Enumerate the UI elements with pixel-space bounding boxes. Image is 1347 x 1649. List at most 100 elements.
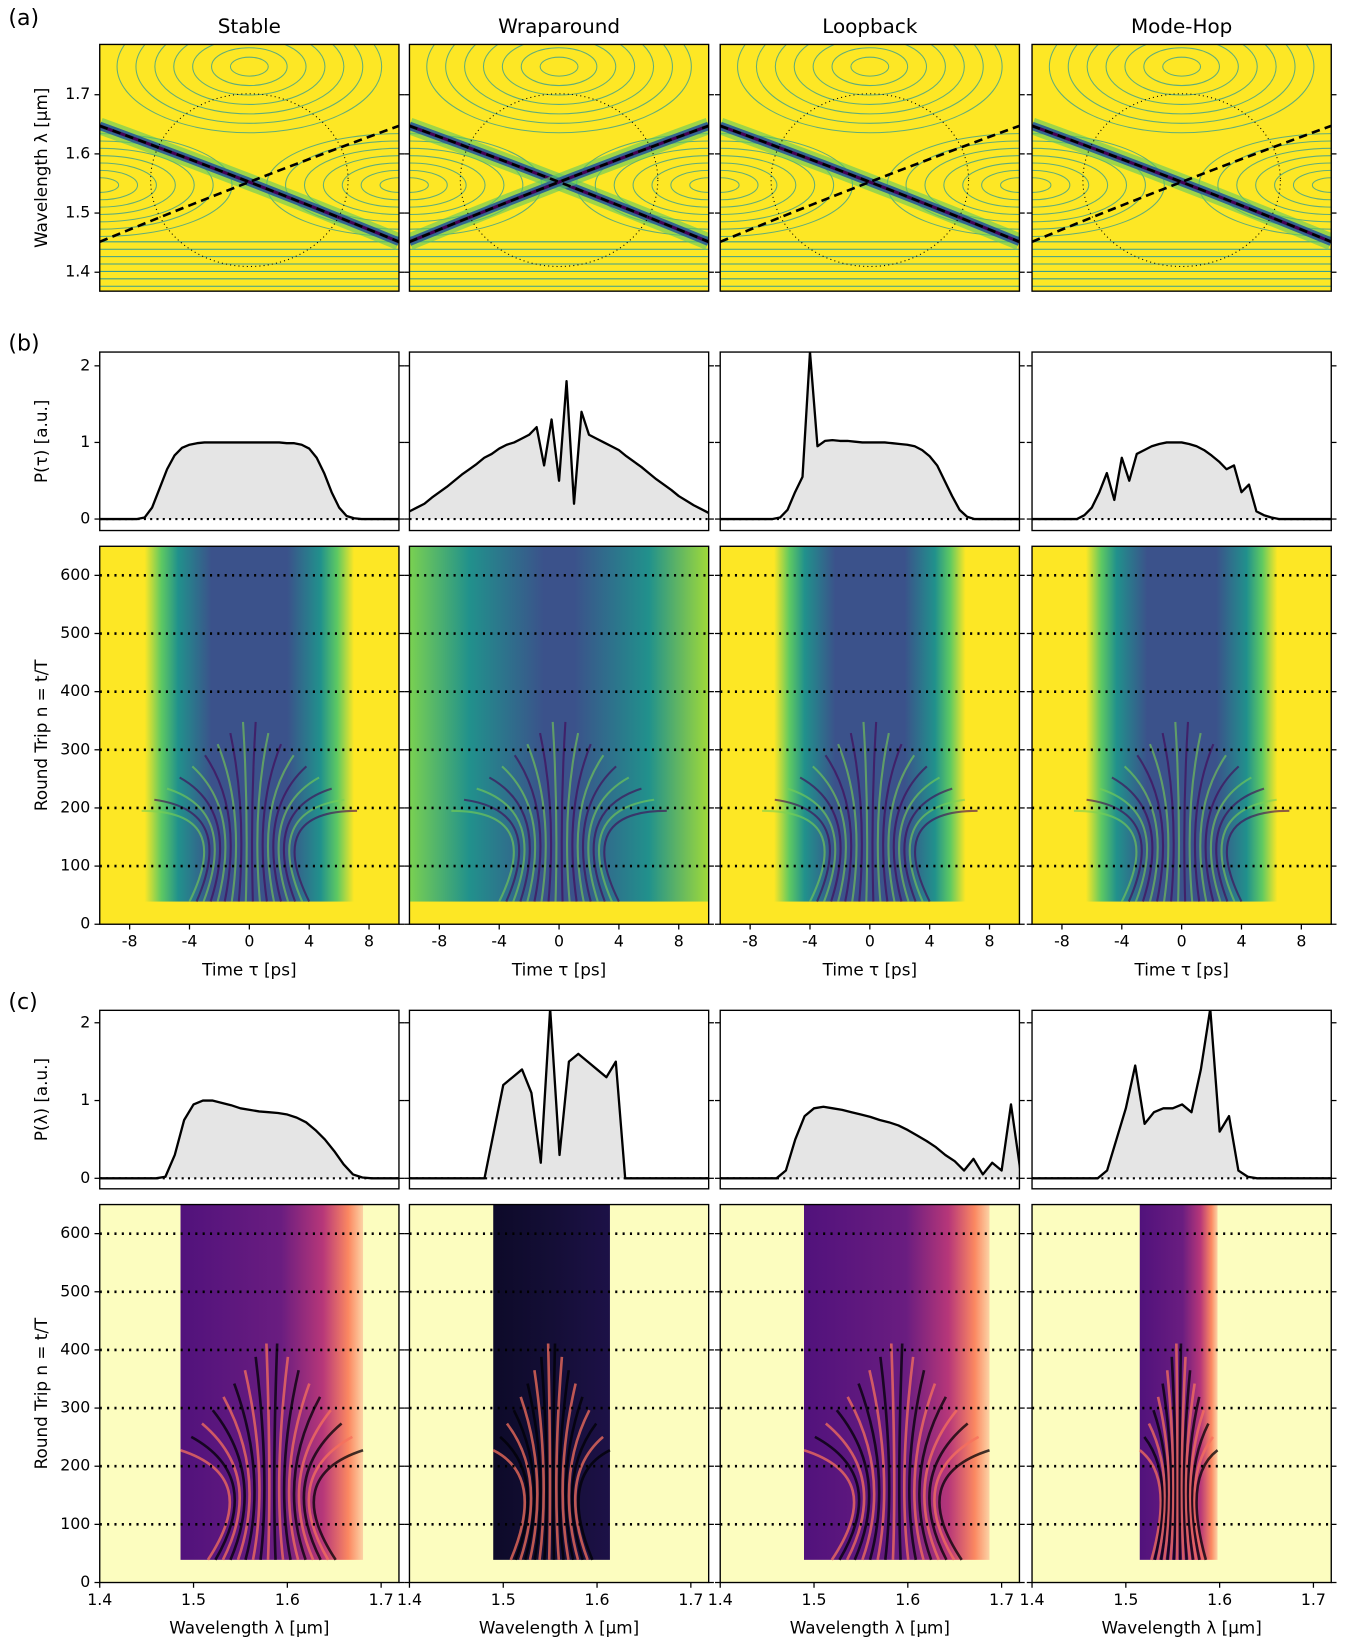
texture (1209, 776, 1252, 902)
y-tick-label: 300 (60, 739, 90, 758)
texture (265, 1343, 271, 1560)
texture (191, 765, 227, 902)
y-tick-label: 1.7 (65, 84, 90, 103)
streamline (737, 44, 1003, 134)
texture (272, 765, 308, 902)
texture (488, 776, 531, 902)
streamline (1032, 162, 1090, 208)
streamline (594, 140, 709, 230)
x-tick-label: -8 (122, 932, 138, 951)
streamline (720, 177, 740, 193)
texture (272, 1343, 279, 1560)
texture (551, 721, 558, 902)
panel (409, 44, 709, 292)
panel-frame (1031, 545, 1332, 925)
texture (229, 732, 243, 902)
boundary (1082, 93, 1281, 268)
x-axis-label: Wavelength λ [μm] (790, 1618, 950, 1638)
texture (846, 1396, 876, 1561)
panel (720, 352, 1020, 521)
heatmap-background (1032, 44, 1332, 292)
y-tick-label: 200 (60, 797, 90, 816)
panel (409, 546, 709, 925)
line (720, 1103, 1020, 1180)
panel (720, 44, 1020, 292)
texture (451, 809, 515, 903)
texture (897, 1343, 904, 1560)
texture (1178, 1343, 1183, 1560)
streamline (689, 177, 709, 193)
texture (243, 1369, 261, 1561)
texture (824, 1422, 866, 1561)
x-tick-label: 1.5 (491, 1590, 516, 1609)
streamline (720, 147, 816, 223)
streamline (229, 56, 269, 77)
x-tick-label: 4 (614, 932, 624, 951)
x-tick-label: 1.6 (585, 1590, 610, 1609)
streamline (1032, 169, 1071, 201)
heatmap-background (720, 44, 1020, 292)
line (1032, 1010, 1332, 1180)
separatrix (99, 124, 399, 244)
texture (533, 1369, 545, 1560)
texture (871, 721, 878, 902)
y-axis-label: Round Trip n = t/T (31, 659, 51, 811)
x-tick-label: 8 (985, 932, 995, 951)
streamline (135, 44, 364, 124)
panel-label: (c) (8, 990, 37, 1015)
texture (814, 1435, 861, 1561)
texture (887, 754, 916, 902)
streamline (1143, 47, 1220, 87)
streamline (99, 155, 176, 215)
streamline (1032, 147, 1128, 223)
streamline (755, 44, 984, 124)
y-tick-label: 0 (80, 914, 90, 933)
texture (577, 1449, 611, 1561)
texture (1195, 1449, 1219, 1561)
x-tick-label: -4 (802, 932, 818, 951)
texture (266, 754, 295, 902)
texture (892, 765, 928, 902)
x-tick-label: 1.4 (1020, 1590, 1045, 1609)
x-axis-label: Wavelength λ [μm] (169, 1618, 329, 1638)
texture (938, 1448, 990, 1561)
x-tick-label: 4 (925, 932, 935, 951)
line (409, 380, 709, 514)
y-axis-label: Round Trip n = t/T (31, 1317, 51, 1469)
texture (1193, 743, 1215, 902)
panel-frame (719, 43, 1021, 292)
panel-frame (1031, 351, 1332, 532)
texture (913, 1383, 937, 1561)
streamline (341, 162, 399, 208)
area (720, 1104, 1020, 1179)
texture (476, 787, 526, 902)
texture (914, 809, 978, 903)
streamline (774, 44, 965, 115)
panel-frame (408, 1203, 710, 1584)
streamline (720, 162, 778, 208)
texture (857, 1383, 881, 1561)
streamline (303, 147, 399, 223)
panel (1032, 1010, 1332, 1180)
panel-frame (408, 545, 710, 925)
texture (1188, 1409, 1206, 1561)
panel (720, 1204, 1020, 1583)
x-tick-label: 1.7 (989, 1590, 1014, 1609)
y-tick-label: 500 (60, 623, 90, 642)
streamline (445, 44, 673, 124)
streamline (981, 169, 1020, 201)
texture (1152, 1409, 1169, 1561)
streamline (409, 169, 448, 201)
streamline (409, 155, 486, 215)
panel (99, 441, 399, 521)
texture (293, 809, 358, 903)
texture (558, 1369, 571, 1560)
texture (204, 754, 232, 902)
texture (587, 776, 630, 902)
panel (1032, 44, 1332, 292)
y-tick-label: 600 (60, 1223, 90, 1242)
streamline (962, 162, 1020, 208)
texture (307, 1435, 353, 1561)
line (1032, 441, 1332, 521)
texture (256, 732, 270, 902)
